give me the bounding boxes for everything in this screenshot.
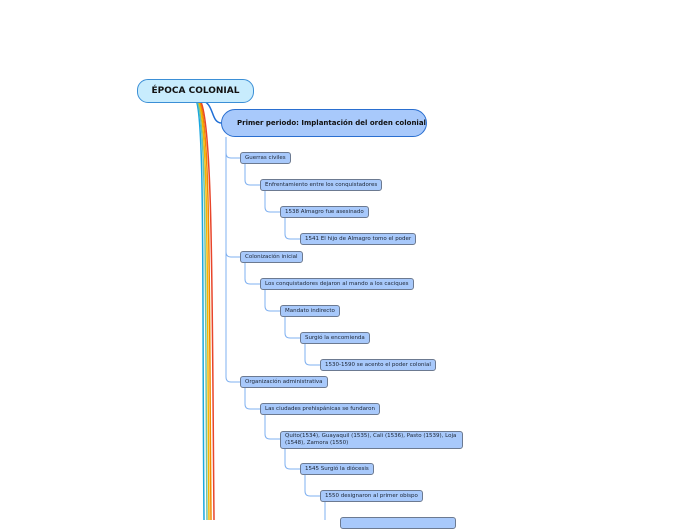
node-organizacion-administrativa[interactable]: Organización administrativa xyxy=(240,376,328,388)
node-ciudades-lista[interactable]: Quito(1534), Guayaquil (1535), Cali (153… xyxy=(280,431,463,449)
node-1538[interactable]: 1538 Almagro fue asesinado xyxy=(280,206,369,218)
node-encomienda[interactable]: Surgió la encomienda xyxy=(300,332,370,344)
node-1550[interactable]: 1550 designaron al primer obispo xyxy=(320,490,423,502)
node-ciudades-fundaron[interactable]: Las ciudades prehispánicas se fundaron xyxy=(260,403,380,415)
node-conquistadores-caciques[interactable]: Los conquistadores dejaron al mando a lo… xyxy=(260,278,414,290)
node-guerras-civiles[interactable]: Guerras civiles xyxy=(240,152,291,164)
node-1530-1590[interactable]: 1530-1590 se acento el poder colonial xyxy=(320,359,436,371)
node-1541[interactable]: 1541 El hijo de Almagro tomo el poder xyxy=(300,233,417,245)
main-topic[interactable]: Primer periodo: Implantación del orden c… xyxy=(221,109,427,137)
node-enfrentamiento[interactable]: Enfrentamiento entre los conquistadores xyxy=(260,179,383,191)
node-cut-off[interactable] xyxy=(340,517,456,529)
node-mandato-indirecto[interactable]: Mandato indirecto xyxy=(280,305,340,317)
root-topic[interactable]: ÉPOCA COLONIAL xyxy=(137,79,254,103)
node-colonizacion-inicial[interactable]: Colonización inicial xyxy=(240,251,303,263)
node-1545[interactable]: 1545 Surgió la diócesis xyxy=(300,463,374,475)
